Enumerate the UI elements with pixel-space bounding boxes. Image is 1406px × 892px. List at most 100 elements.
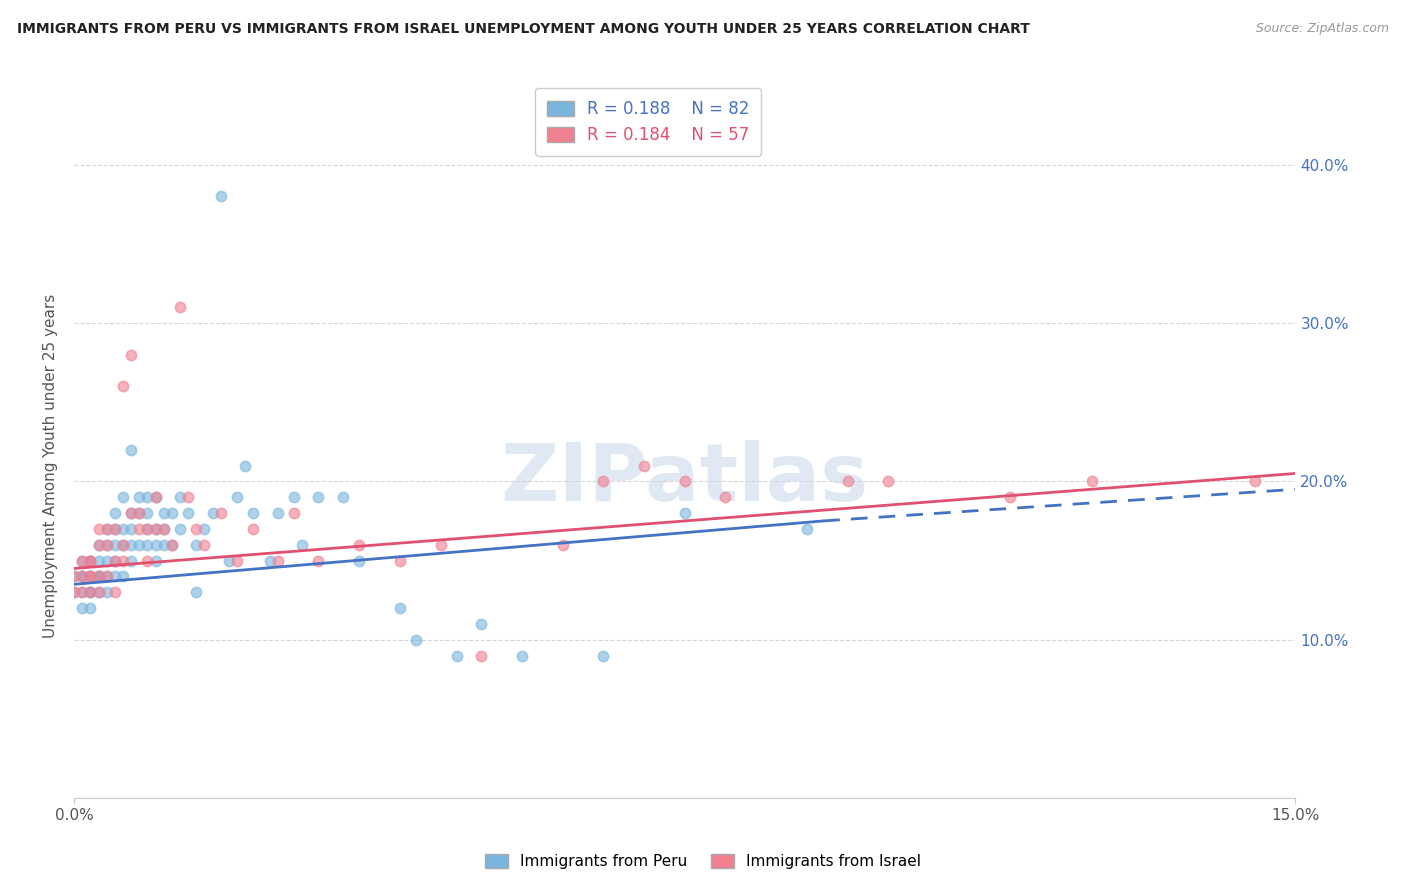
Point <box>218 553 240 567</box>
Y-axis label: Unemployment Among Youth under 25 years: Unemployment Among Youth under 25 years <box>44 293 58 638</box>
Text: ZIPatlas: ZIPatlas <box>501 440 869 518</box>
Point <box>87 569 110 583</box>
Text: Source: ZipAtlas.com: Source: ZipAtlas.com <box>1256 22 1389 36</box>
Point <box>136 538 159 552</box>
Point <box>111 569 134 583</box>
Point <box>209 189 232 203</box>
Point <box>96 522 118 536</box>
Point <box>266 553 288 567</box>
Point <box>104 553 127 567</box>
Point <box>332 490 354 504</box>
Point <box>152 522 174 536</box>
Point <box>87 522 110 536</box>
Point <box>266 506 288 520</box>
Point <box>152 506 174 520</box>
Point <box>128 506 150 520</box>
Point <box>96 553 118 567</box>
Point <box>714 490 737 504</box>
Point <box>145 490 167 504</box>
Point <box>388 553 411 567</box>
Point <box>79 553 101 567</box>
Point <box>145 538 167 552</box>
Point <box>104 569 127 583</box>
Point <box>177 490 200 504</box>
Point <box>63 569 86 583</box>
Point <box>242 522 264 536</box>
Point <box>70 601 93 615</box>
Point <box>388 601 411 615</box>
Point <box>145 522 167 536</box>
Point <box>145 553 167 567</box>
Legend: Immigrants from Peru, Immigrants from Israel: Immigrants from Peru, Immigrants from Is… <box>479 848 927 875</box>
Point <box>120 553 142 567</box>
Point <box>145 522 167 536</box>
Legend: R = 0.188    N = 82, R = 0.184    N = 57: R = 0.188 N = 82, R = 0.184 N = 57 <box>536 88 761 156</box>
Point <box>177 506 200 520</box>
Point <box>226 490 249 504</box>
Point <box>193 522 215 536</box>
Point <box>104 585 127 599</box>
Point <box>307 490 329 504</box>
Point <box>592 648 614 663</box>
Point <box>136 522 159 536</box>
Point <box>128 522 150 536</box>
Point <box>79 553 101 567</box>
Point <box>70 569 93 583</box>
Point <box>446 648 468 663</box>
Point <box>87 585 110 599</box>
Point <box>186 538 208 552</box>
Point <box>405 632 427 647</box>
Point <box>136 490 159 504</box>
Point <box>152 522 174 536</box>
Point <box>104 506 127 520</box>
Point <box>551 538 574 552</box>
Point <box>283 490 305 504</box>
Point <box>145 490 167 504</box>
Point <box>96 522 118 536</box>
Point <box>120 506 142 520</box>
Text: IMMIGRANTS FROM PERU VS IMMIGRANTS FROM ISRAEL UNEMPLOYMENT AMONG YOUTH UNDER 25: IMMIGRANTS FROM PERU VS IMMIGRANTS FROM … <box>17 22 1029 37</box>
Point <box>242 506 264 520</box>
Point <box>160 506 183 520</box>
Point <box>429 538 451 552</box>
Point <box>63 585 86 599</box>
Point <box>79 585 101 599</box>
Point <box>79 569 101 583</box>
Point <box>70 569 93 583</box>
Point <box>111 379 134 393</box>
Point <box>79 601 101 615</box>
Point <box>70 553 93 567</box>
Point <box>169 522 191 536</box>
Point <box>70 585 93 599</box>
Point <box>96 538 118 552</box>
Point <box>837 475 859 489</box>
Point <box>79 569 101 583</box>
Point <box>111 490 134 504</box>
Point <box>96 538 118 552</box>
Point <box>63 569 86 583</box>
Point <box>152 538 174 552</box>
Point <box>128 538 150 552</box>
Point <box>120 348 142 362</box>
Point <box>111 553 134 567</box>
Point <box>201 506 224 520</box>
Point <box>79 569 101 583</box>
Point <box>87 538 110 552</box>
Point <box>79 585 101 599</box>
Point <box>87 569 110 583</box>
Point <box>233 458 256 473</box>
Point <box>193 538 215 552</box>
Point <box>470 616 492 631</box>
Point <box>70 585 93 599</box>
Point <box>209 506 232 520</box>
Point <box>186 522 208 536</box>
Point <box>186 585 208 599</box>
Point <box>87 538 110 552</box>
Point <box>87 569 110 583</box>
Point <box>347 553 370 567</box>
Point <box>120 442 142 457</box>
Point <box>169 300 191 314</box>
Point <box>1081 475 1104 489</box>
Point <box>592 475 614 489</box>
Point <box>120 538 142 552</box>
